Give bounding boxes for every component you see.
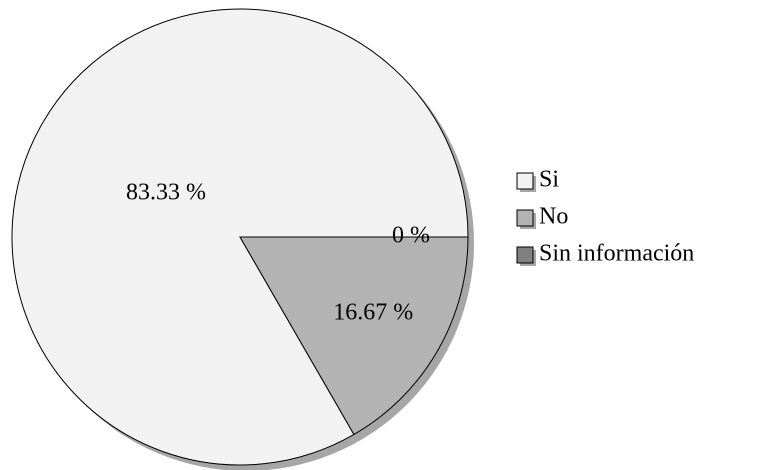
legend-label: Si xyxy=(539,167,559,193)
legend-label: No xyxy=(539,204,568,230)
slices xyxy=(11,8,469,466)
data-label: 16.67 % xyxy=(333,299,413,325)
pie-slice xyxy=(239,236,469,436)
legend-swatch xyxy=(516,209,534,227)
labels: 83.33 % 16.67 % 0 % xyxy=(126,180,430,326)
data-label: 83.33 % xyxy=(126,180,206,206)
legend: Si No Sin información xyxy=(516,167,694,267)
legend-swatch xyxy=(516,172,534,190)
legend-label: Sin información xyxy=(539,241,694,267)
legend-swatch xyxy=(516,246,534,264)
data-label: 0 % xyxy=(392,223,430,249)
